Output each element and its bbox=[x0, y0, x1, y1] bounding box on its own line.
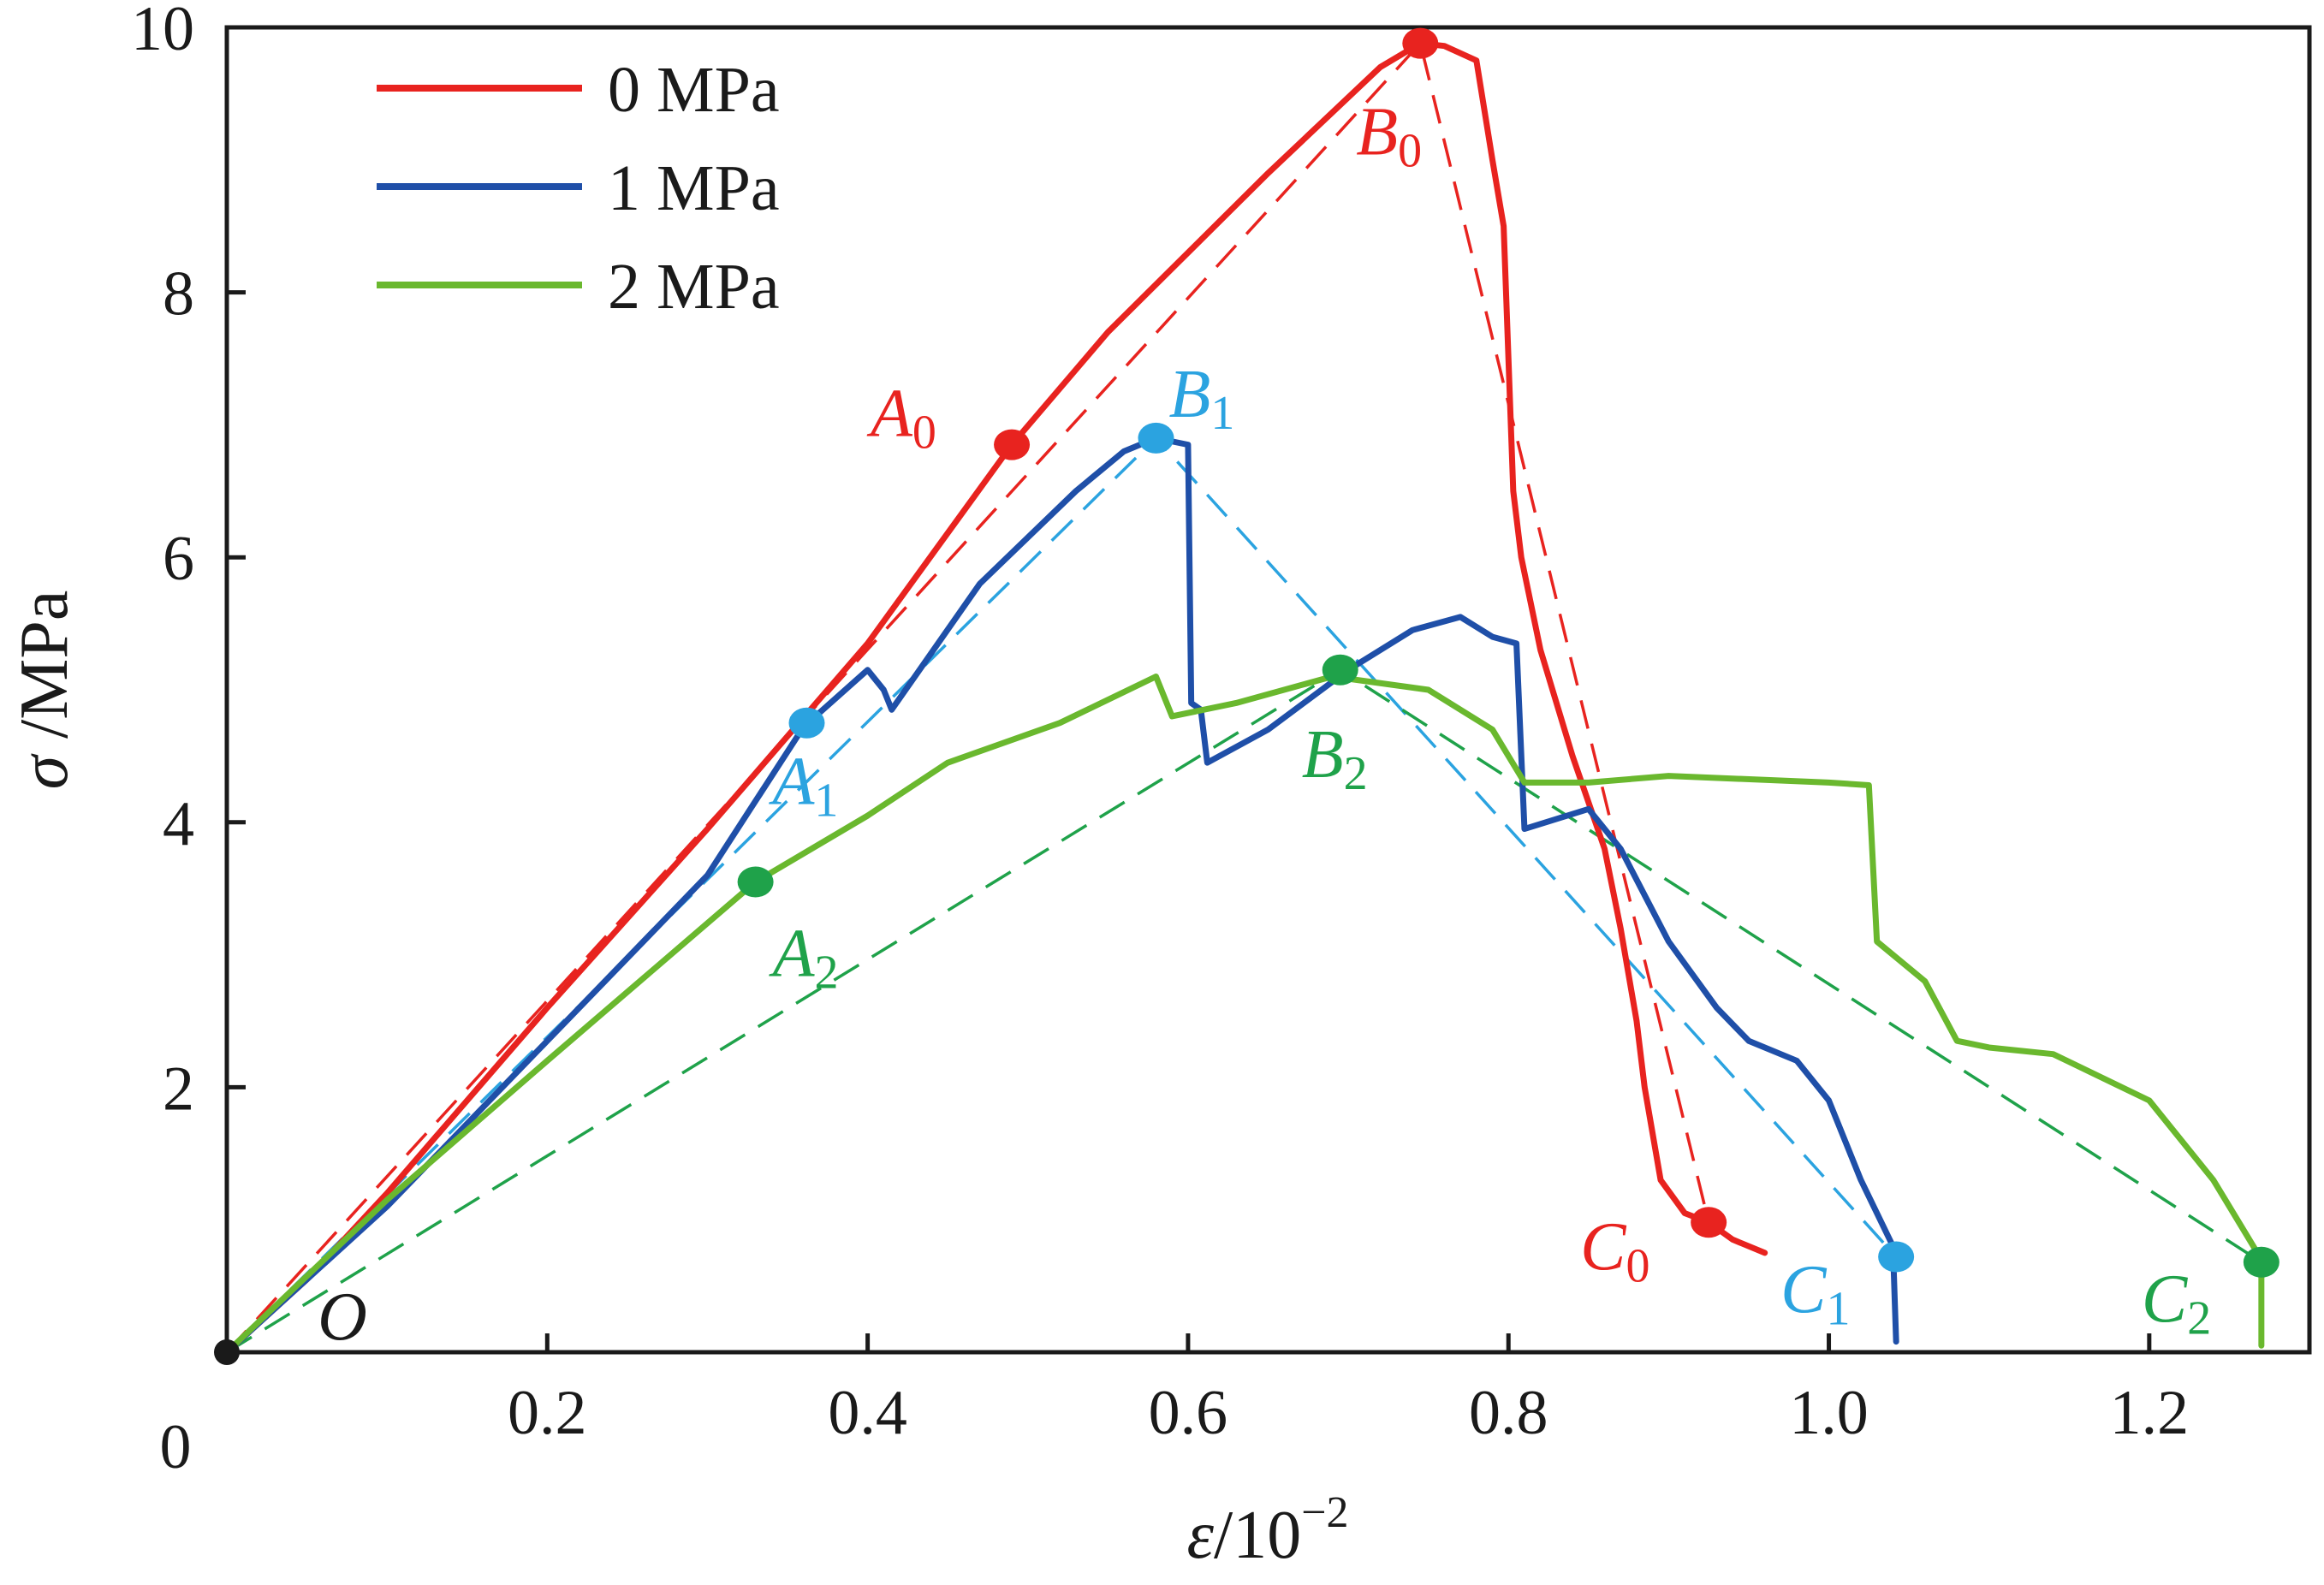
key-point-label-a1: A1 bbox=[768, 745, 838, 828]
y-axis-symbol: σ bbox=[7, 753, 82, 789]
legend: 0 MPa 1 MPa 2 MPa bbox=[377, 54, 780, 323]
series-line-1-mpa bbox=[223, 435, 1899, 1356]
key-point-c2 bbox=[2243, 1246, 2279, 1278]
x-axis-text: /10 bbox=[1214, 1498, 1301, 1573]
series-line-2-mpa bbox=[223, 674, 2265, 1356]
y-tick-label-6: 6 bbox=[163, 524, 194, 594]
y-tick-label-10: 10 bbox=[131, 0, 194, 64]
key-point-a0 bbox=[994, 429, 1031, 460]
key-point-a1 bbox=[788, 707, 825, 739]
key-point-b0 bbox=[1402, 27, 1439, 59]
y-tick-label-4: 4 bbox=[163, 789, 194, 859]
legend-label-1-mpa: 1 MPa bbox=[608, 152, 780, 224]
y-axis-text: /MPa bbox=[7, 591, 82, 756]
plot-frame bbox=[224, 25, 2312, 1355]
x-axis-sup: −2 bbox=[1301, 1488, 1348, 1537]
key-point-label-c2: C2 bbox=[2142, 1262, 2211, 1345]
key-point-label-a0: A0 bbox=[866, 377, 936, 460]
origin-label: 0 bbox=[160, 1412, 192, 1482]
key-point-label-c1: C1 bbox=[1780, 1253, 1850, 1336]
x-axis-symbol: ε bbox=[1186, 1498, 1214, 1573]
key-point-label-b2: B2 bbox=[1302, 717, 1368, 800]
legend-label-0-mpa: 0 MPa bbox=[608, 54, 780, 126]
x-tick-label-0-2: 0.2 bbox=[508, 1378, 587, 1448]
fit-line-0-mpa bbox=[225, 39, 1710, 1354]
key-point-c0 bbox=[1691, 1207, 1727, 1238]
y-tick-label-2: 2 bbox=[163, 1054, 194, 1124]
x-tick-label-1-0: 1.0 bbox=[1789, 1378, 1869, 1448]
x-tick-label-0-8: 0.8 bbox=[1469, 1378, 1548, 1448]
x-axis-title: ε/10−2 bbox=[1186, 1488, 1348, 1573]
key-point-a2 bbox=[737, 866, 774, 898]
axis-ticks: 0.2 0.4 0.6 0.8 1.0 1.2 2 4 6 8 10 bbox=[131, 0, 2189, 1448]
key-point-label-a2: A2 bbox=[769, 916, 839, 999]
origin-point bbox=[214, 1339, 240, 1365]
series-line-0-mpa bbox=[223, 40, 1768, 1356]
x-tick-label-1-2: 1.2 bbox=[2110, 1378, 2190, 1448]
key-points: A0 B0 C0 A1 B1 C1 A2 B2 C2 bbox=[214, 27, 2279, 1365]
x-tick-label-0-4: 0.4 bbox=[828, 1378, 907, 1448]
legend-label-2-mpa: 2 MPa bbox=[608, 251, 780, 323]
key-point-b2 bbox=[1322, 654, 1358, 686]
key-point-label-b1: B1 bbox=[1168, 357, 1234, 440]
x-tick-label-0-6: 0.6 bbox=[1149, 1378, 1228, 1448]
y-tick-label-8: 8 bbox=[163, 259, 194, 329]
y-axis-title: σ /MPa bbox=[7, 591, 82, 790]
series-lines bbox=[223, 40, 2265, 1356]
origin-point-label: O bbox=[318, 1279, 367, 1355]
key-point-label-b0: B0 bbox=[1356, 95, 1422, 178]
fit-line-2-mpa bbox=[226, 668, 2262, 1354]
key-point-b1 bbox=[1138, 422, 1174, 454]
key-point-label-c0: C0 bbox=[1580, 1209, 1649, 1292]
key-point-c1 bbox=[1878, 1241, 1915, 1273]
